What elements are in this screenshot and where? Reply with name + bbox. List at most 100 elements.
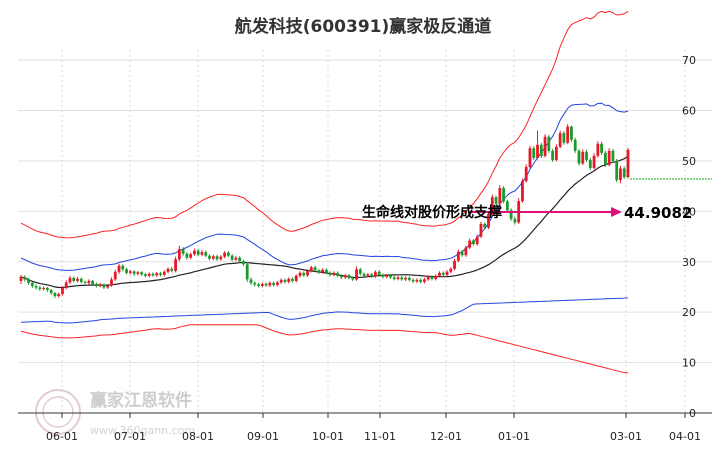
candle-body [464, 247, 468, 256]
candlesticks [19, 124, 630, 299]
y-tick-label: 30 [682, 256, 696, 269]
candle-body [611, 150, 615, 161]
y-ticks: 0 10 20 30 40 50 60 70 [682, 54, 696, 420]
x-ticks: 06-01 07-01 08-01 09-01 10-01 11-01 12-01 01-01… [46, 413, 701, 443]
candle-body [275, 282, 279, 285]
candle-body [306, 270, 309, 276]
x-tick-label: 06-01 [46, 430, 78, 443]
lower-blue-band [20, 297, 629, 324]
candle-body [521, 181, 524, 202]
candle-body [453, 260, 456, 269]
candle-body [200, 252, 204, 255]
y-tick-label: 60 [682, 105, 696, 118]
candle-body [272, 282, 276, 285]
candle-body [554, 146, 558, 160]
watermark-logo-inner [42, 396, 74, 428]
candle-body [502, 188, 505, 202]
candle-body [607, 150, 611, 165]
candle-body [381, 274, 385, 277]
candle-body [404, 277, 407, 280]
candle-body [558, 133, 562, 147]
y-tick-label: 10 [682, 357, 696, 370]
candle-body [113, 271, 117, 280]
candle-body [419, 279, 423, 282]
candle-body [468, 240, 472, 248]
candle-body [460, 251, 464, 256]
candle-body [298, 272, 302, 276]
candle-body [309, 267, 313, 271]
candle-body [287, 278, 291, 282]
upper-red-band [20, 10, 629, 239]
candle-body [79, 278, 83, 282]
candle-body [27, 279, 30, 283]
candle-body [91, 280, 95, 284]
candle-body [351, 277, 355, 280]
candle-body [423, 279, 426, 282]
candle-body [479, 223, 483, 237]
candle-body [434, 275, 438, 279]
candle-body [162, 271, 166, 275]
candle-body [170, 268, 174, 271]
candle-body [23, 276, 27, 280]
candle-body [166, 268, 170, 272]
watermark-logo [35, 389, 81, 435]
candle-body [189, 254, 193, 258]
candle-body [45, 287, 49, 290]
candle-body [358, 269, 362, 274]
candle-body [317, 270, 321, 273]
candle-body [193, 250, 196, 255]
candle-body [498, 188, 502, 204]
candle-body [600, 143, 604, 153]
candle-body [268, 282, 272, 286]
candle-body [125, 269, 128, 273]
candle-body [456, 251, 460, 261]
candle-body [362, 273, 366, 276]
candle-body [181, 249, 185, 254]
candle-body [185, 253, 189, 258]
upper-blue-band [20, 102, 629, 272]
candle-body [226, 252, 230, 256]
candle-body [264, 283, 268, 286]
candle-body [238, 257, 242, 262]
candle-body [377, 271, 381, 275]
x-tick-label: 03-01 [610, 430, 642, 443]
candle-body [475, 236, 479, 245]
candle-body [128, 271, 132, 273]
candle-body [253, 282, 257, 285]
candle-body [72, 277, 76, 281]
candle-body [223, 252, 226, 257]
candle-body [528, 148, 532, 167]
candle-body [42, 287, 46, 289]
candle-body [581, 151, 585, 164]
y-tick-label: 70 [682, 54, 696, 67]
candle-body [249, 279, 253, 283]
candle-body [513, 218, 517, 223]
x-tick-label: 10-01 [312, 430, 344, 443]
x-tick-label: 11-01 [364, 430, 396, 443]
candle-body [509, 210, 513, 219]
candle-body [438, 272, 441, 276]
candle-body [57, 294, 61, 297]
candle-body [536, 144, 539, 158]
candle-body [245, 264, 249, 280]
candle-body [328, 272, 332, 275]
candle-body [147, 273, 151, 276]
candle-body [174, 259, 177, 271]
candle-body [324, 269, 328, 273]
candle-body [144, 274, 147, 276]
candle-body [370, 274, 374, 277]
candle-body [570, 126, 573, 140]
y-tick-label: 40 [682, 205, 696, 218]
candle-body [49, 289, 53, 294]
candle-body [490, 197, 494, 214]
support-annotation: 生命线对股价形成支撑 44.9082 [362, 204, 692, 222]
x-tick-label: 08-01 [182, 430, 214, 443]
candle-body [321, 269, 325, 273]
candle-body [257, 284, 260, 286]
candle-body [38, 287, 42, 289]
candle-body [392, 277, 396, 279]
candle-body [219, 256, 223, 260]
y-tick-label: 20 [682, 306, 696, 319]
support-annotation-text: 生命线对股价形成支撑 [362, 204, 502, 221]
